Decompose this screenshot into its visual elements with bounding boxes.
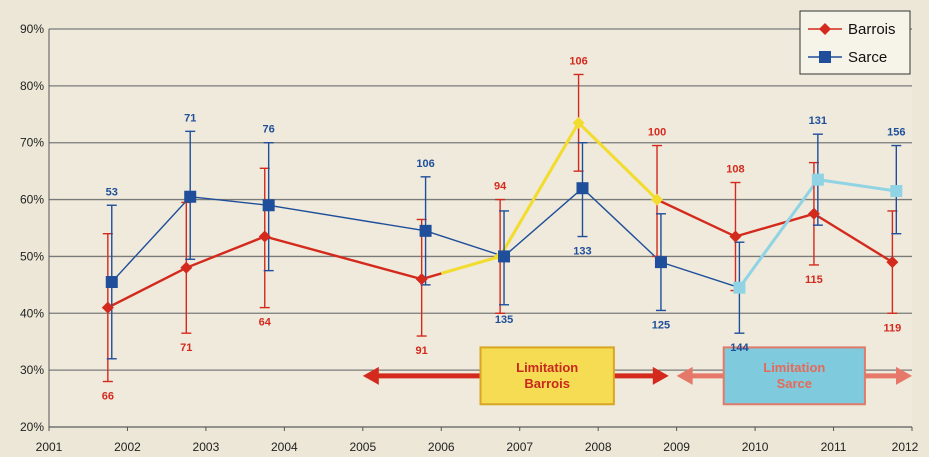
marker-square xyxy=(890,185,903,198)
x-tick-label: 2003 xyxy=(193,440,220,454)
data-label: 91 xyxy=(416,345,428,357)
y-tick-label: 20% xyxy=(20,420,44,434)
y-tick-label: 70% xyxy=(20,136,44,150)
data-label: 133 xyxy=(573,246,591,258)
data-label: 125 xyxy=(652,319,670,331)
y-tick-label: 30% xyxy=(20,363,44,377)
marker-square xyxy=(498,250,511,263)
data-label: 135 xyxy=(495,314,513,326)
legend-box xyxy=(799,10,911,75)
x-tick-label: 2010 xyxy=(742,440,769,454)
marker-diamond xyxy=(101,301,114,314)
data-label: 71 xyxy=(184,112,196,124)
x-tick-label: 2005 xyxy=(349,440,376,454)
annotation-box xyxy=(479,346,615,406)
data-label: 66 xyxy=(102,391,114,403)
marker-diamond xyxy=(180,261,193,274)
data-label: 119 xyxy=(884,322,902,334)
data-label: 64 xyxy=(259,317,272,329)
marker-diamond xyxy=(415,273,428,286)
x-tick-label: 2004 xyxy=(271,440,298,454)
marker-diamond xyxy=(886,256,899,269)
x-tick-label: 2011 xyxy=(821,440,847,454)
legend-label: Sarce xyxy=(848,49,887,66)
data-label: 156 xyxy=(887,127,905,139)
legend-marker-diamond xyxy=(819,23,831,35)
legend-marker-square xyxy=(819,51,831,63)
axes xyxy=(48,29,913,431)
annotation-arrow-head xyxy=(652,366,669,385)
data-label: 71 xyxy=(180,342,192,354)
data-label: 144 xyxy=(730,342,749,354)
marker-square xyxy=(105,276,118,289)
annotation-text: Limitation xyxy=(516,360,578,375)
markers xyxy=(101,116,903,314)
x-tick-label: 2006 xyxy=(428,440,455,454)
data-label: 115 xyxy=(805,274,823,286)
x-tick-label: 2007 xyxy=(506,440,533,454)
annotation-text: Barrois xyxy=(524,376,570,391)
marker-diamond xyxy=(651,193,664,206)
annotation-text: Sarce xyxy=(777,376,812,391)
marker-diamond xyxy=(572,116,585,129)
x-tick-labels: 2001 2002 2003 2004 2005 2006 2007 2008 2009 2010… xyxy=(36,440,919,454)
y-tick-label: 90% xyxy=(20,22,44,36)
highlight-line xyxy=(440,120,659,275)
data-label: 108 xyxy=(726,164,744,176)
data-label: 106 xyxy=(416,158,434,170)
x-tick-label: 2009 xyxy=(663,440,690,454)
data-label: 106 xyxy=(569,55,587,67)
data-label: 94 xyxy=(494,181,507,193)
annotation-arrow-head xyxy=(896,366,912,385)
marker-square xyxy=(576,182,589,195)
marker-diamond xyxy=(258,230,271,243)
x-tick-label: 2002 xyxy=(114,440,141,454)
y-tick-label: 80% xyxy=(20,79,44,93)
annotation-arrow-head xyxy=(676,366,693,385)
legend: Barrois Sarce xyxy=(799,10,911,75)
marker-square xyxy=(654,256,667,269)
marker-diamond xyxy=(729,230,742,243)
data-label: 53 xyxy=(106,186,118,198)
legend-label: Barrois xyxy=(848,21,896,38)
marker-diamond xyxy=(807,207,820,220)
marker-square xyxy=(811,173,824,186)
marker-square xyxy=(419,224,432,237)
x-tick-label: 2008 xyxy=(585,440,612,454)
x-tick-label: 2001 xyxy=(36,440,63,454)
data-label: 76 xyxy=(263,124,275,136)
data-label: 131 xyxy=(809,115,827,127)
marker-square xyxy=(184,190,197,203)
annotation-text: Limitation xyxy=(763,360,825,375)
marker-square xyxy=(262,199,275,212)
data-label: 100 xyxy=(648,127,666,139)
y-tick-labels: 20% 30% 40% 50% 60% 70% 80% 90% xyxy=(20,22,44,434)
marker-square xyxy=(733,281,746,294)
y-tick-label: 60% xyxy=(20,193,44,207)
data-labels: 66 71 64 91 94 106 100 108 115 119 53 71 76 106 135 133… xyxy=(102,55,906,402)
annotation-arrow-head xyxy=(362,366,379,385)
y-tick-label: 40% xyxy=(20,306,44,320)
y-tick-label: 50% xyxy=(20,249,44,263)
x-tick-label: 2012 xyxy=(892,440,919,454)
annotation-box xyxy=(722,346,866,406)
